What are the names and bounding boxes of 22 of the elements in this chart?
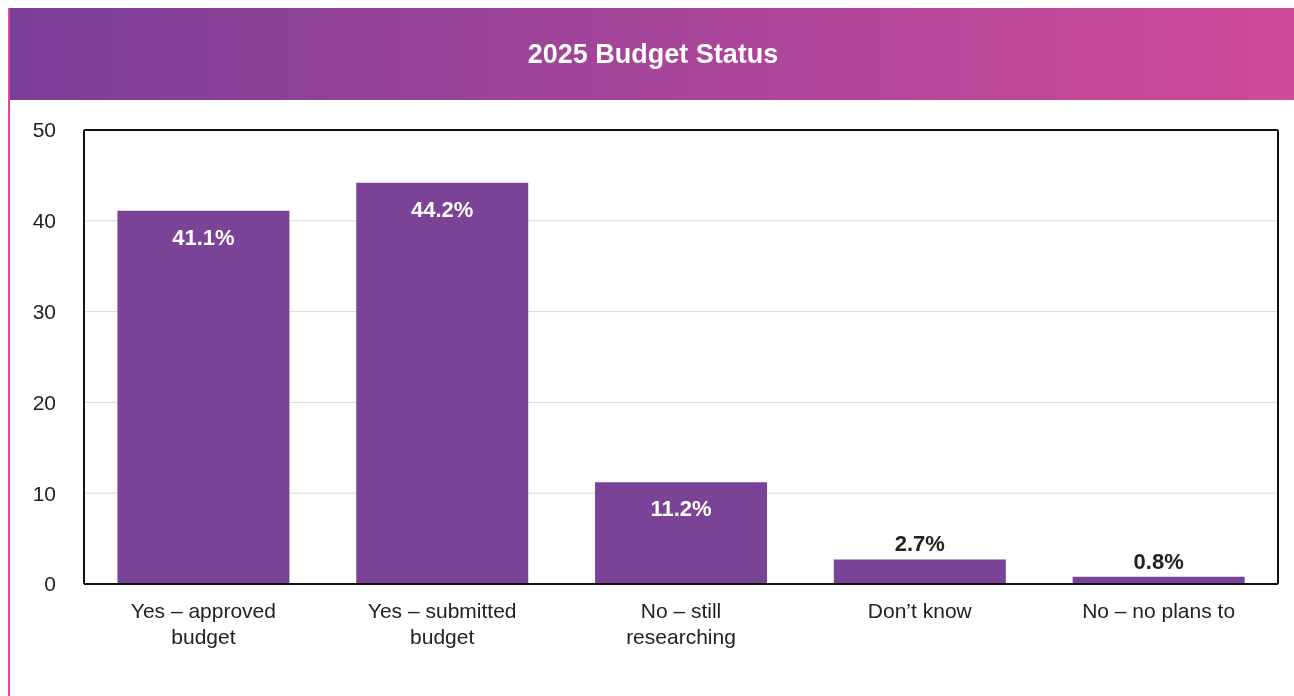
x-tick-label: Yes – approved budget (130, 599, 276, 648)
x-tick-label: Yes – submitted budget (367, 599, 517, 648)
y-tick-label: 50 (32, 118, 56, 142)
data-label: 0.8% (1133, 548, 1184, 574)
data-label: 2.7% (894, 531, 945, 557)
data-label: 44.2% (411, 196, 474, 222)
bar (595, 482, 768, 584)
y-tick-label: 40 (32, 209, 56, 233)
title-banner: 2025 Budget Status (10, 8, 1294, 100)
y-tick-label: 20 (32, 390, 56, 414)
y-tick-label: 30 (32, 300, 56, 324)
y-tick-label: 0 (44, 572, 56, 596)
bar (117, 210, 290, 584)
data-label: 41.1% (172, 224, 235, 250)
x-tick-label: Don’t know (867, 599, 973, 622)
x-tick-label: No – still researching (626, 599, 736, 648)
data-label: 11.2% (650, 496, 712, 522)
chart-title: 2025 Budget Status (527, 38, 779, 70)
bar (356, 182, 529, 584)
x-tick-label: No – no plans to (1082, 599, 1236, 622)
bar (833, 559, 1006, 584)
y-tick-label: 10 (32, 481, 56, 505)
